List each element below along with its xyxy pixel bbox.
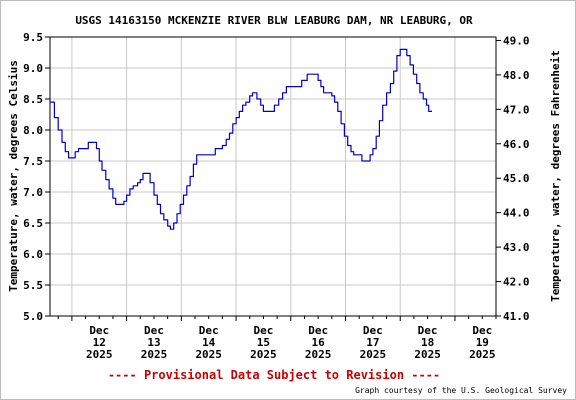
y-tick-label-right: 43.0 bbox=[503, 241, 530, 254]
x-axis: Dec122025Dec132025Dec142025Dec152025Dec1… bbox=[57, 316, 497, 361]
series-line bbox=[50, 48, 432, 230]
x-tick-label-month: Dec bbox=[308, 324, 328, 337]
y-tick-label-right: 45.0 bbox=[503, 172, 530, 185]
y-axis-label-right: Temperature, water, degrees Fahrenheit bbox=[549, 50, 562, 302]
y-tick-label-left: 8.5 bbox=[23, 93, 43, 106]
x-tick-label-month: Dec bbox=[418, 324, 438, 337]
y-axis-left: 9.5 9.0 8.5 8.0 7.5 7.0 6.5 6.0 5.5 5.0 bbox=[23, 31, 50, 323]
x-tick-label-day: 14 bbox=[202, 336, 216, 349]
x-tick-label-year: 2025 bbox=[305, 348, 332, 361]
y-tick-label-left: 9.0 bbox=[23, 62, 43, 75]
x-tick-label-day: 12 bbox=[93, 336, 106, 349]
y-tick-label-left: 5.5 bbox=[23, 279, 43, 292]
x-tick-label-day: 15 bbox=[257, 336, 270, 349]
x-tick-label-year: 2025 bbox=[195, 348, 222, 361]
x-tick-label-year: 2025 bbox=[86, 348, 113, 361]
provisional-notice: ---- Provisional Data Subject to Revisio… bbox=[108, 368, 440, 382]
y-axis-right: 49.0 48.0 47.0 46.0 45.0 44.0 43.0 42.0 41.0 bbox=[496, 34, 530, 323]
y-tick-label-right: 47.0 bbox=[503, 103, 530, 116]
x-tick-label-month: Dec bbox=[144, 324, 164, 337]
y-axis-label-left: Temperature, water, degrees Celsius bbox=[7, 60, 20, 292]
grid-lines bbox=[50, 37, 496, 316]
y-tick-label-left: 7.0 bbox=[23, 186, 43, 199]
y-tick-label-left: 5.0 bbox=[23, 310, 43, 323]
x-tick-label-year: 2025 bbox=[250, 348, 277, 361]
credit-text: Graph courtesy of the U.S. Geological Su… bbox=[355, 386, 567, 395]
y-tick-label-right: 44.0 bbox=[503, 207, 530, 220]
y-tick-label-right: 46.0 bbox=[503, 138, 530, 151]
x-tick-label-day: 17 bbox=[366, 336, 379, 349]
chart-title: USGS 14163150 MCKENZIE RIVER BLW LEABURG… bbox=[75, 14, 473, 27]
x-tick-label-month: Dec bbox=[253, 324, 273, 337]
x-tick-label-day: 19 bbox=[476, 336, 489, 349]
y-tick-label-right: 49.0 bbox=[503, 34, 530, 47]
x-tick-label-month: Dec bbox=[199, 324, 219, 337]
y-tick-label-left: 6.0 bbox=[23, 248, 43, 261]
y-tick-label-left: 7.5 bbox=[23, 155, 43, 168]
y-tick-label-left: 6.5 bbox=[23, 217, 43, 230]
y-tick-label-right: 42.0 bbox=[503, 276, 530, 289]
x-tick-label-day: 13 bbox=[147, 336, 160, 349]
y-tick-label-right: 48.0 bbox=[503, 69, 530, 82]
y-tick-label-left: 8.0 bbox=[23, 124, 43, 137]
x-tick-label-month: Dec bbox=[363, 324, 383, 337]
plot-area bbox=[49, 36, 497, 317]
x-tick-label-day: 18 bbox=[421, 336, 434, 349]
y-tick-label-right: 41.0 bbox=[503, 310, 530, 323]
x-tick-label-year: 2025 bbox=[414, 348, 441, 361]
y-tick-label-left: 9.5 bbox=[23, 31, 43, 44]
x-tick-label-year: 2025 bbox=[360, 348, 387, 361]
x-tick-label-month: Dec bbox=[89, 324, 109, 337]
x-tick-label-year: 2025 bbox=[141, 348, 168, 361]
x-tick-label-month: Dec bbox=[472, 324, 492, 337]
x-tick-label-day: 16 bbox=[312, 336, 326, 349]
x-tick-label-year: 2025 bbox=[469, 348, 496, 361]
